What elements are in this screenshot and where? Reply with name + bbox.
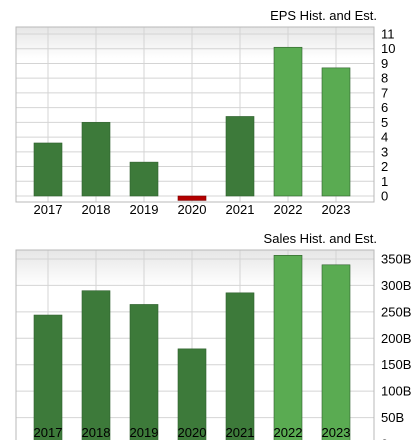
eps-y-tick-label: 5 (381, 115, 388, 130)
sales-bar-2017 (33, 314, 63, 440)
eps-x-tick-label: 2019 (130, 202, 159, 217)
sales-bar-2018 (81, 290, 111, 440)
sales-plot-frame (15, 249, 375, 440)
sales-bar-2019 (129, 304, 159, 440)
sales-chart: Sales Hist. and Est. 0 50B 100B 150B 200B 250… (15, 231, 411, 440)
eps-bar-2019 (129, 161, 159, 197)
eps-x-tick-label: 2021 (226, 202, 255, 217)
eps-bar-2020 (177, 195, 207, 201)
sales-bar-2023 (321, 264, 351, 440)
eps-x-tick-label: 2022 (274, 202, 303, 217)
sales-y-tick-label: 150B (381, 357, 411, 372)
sales-x-tick-label: 2018 (82, 425, 111, 440)
sales-y-tick-label: 200B (381, 331, 411, 346)
sales-y-tick-label: 300B (381, 278, 411, 293)
sales-bar-2022 (273, 255, 303, 440)
eps-chart-title: EPS Hist. and Est. (270, 8, 377, 23)
eps-bar-2018 (81, 122, 111, 197)
sales-x-tick-label: 2022 (274, 425, 303, 440)
eps-y-tick-label: 2 (381, 159, 388, 174)
sales-y-tick-label: 250B (381, 304, 411, 319)
sales-y-tick-label: 100B (381, 384, 411, 399)
sales-bar-2020 (177, 348, 207, 440)
sales-x-tick-label: 2017 (34, 425, 63, 440)
eps-y-tick-label: 3 (381, 144, 388, 159)
eps-y-tick-label: 8 (381, 71, 388, 86)
eps-y-tick-label: 7 (381, 85, 388, 100)
sales-x-tick-label: 2023 (322, 425, 351, 440)
sales-bar-2021 (225, 292, 255, 440)
eps-plot-area (16, 27, 374, 202)
eps-bar-2022 (273, 46, 303, 197)
eps-y-tick-label: 11 (381, 27, 395, 42)
eps-y-tick-label: 9 (381, 56, 388, 71)
sales-x-tick-label: 2020 (178, 425, 207, 440)
sales-y-tick-label: 0 (381, 437, 388, 440)
eps-y-tick-label: 4 (381, 130, 388, 145)
sales-y-tick-label: 50B (381, 410, 404, 425)
sales-x-tick-label: 2019 (130, 425, 159, 440)
eps-bar-2023 (321, 67, 351, 197)
eps-y-tick-label: 10 (381, 41, 395, 56)
eps-x-tick-label: 2020 (178, 202, 207, 217)
eps-x-tick-label: 2023 (322, 202, 351, 217)
eps-plot-frame (15, 26, 375, 203)
sales-y-tick-label: 350B (381, 252, 411, 267)
eps-bar-2021 (225, 116, 255, 197)
sales-chart-title: Sales Hist. and Est. (264, 231, 377, 246)
sales-x-tick-label: 2021 (226, 425, 255, 440)
eps-bar-2017 (33, 142, 63, 197)
eps-y-tick-label: 0 (381, 189, 388, 204)
eps-x-tick-label: 2018 (82, 202, 111, 217)
eps-y-tick-label: 6 (381, 100, 388, 115)
eps-y-tick-label: 1 (381, 174, 388, 189)
eps-x-tick-label: 2017 (34, 202, 63, 217)
